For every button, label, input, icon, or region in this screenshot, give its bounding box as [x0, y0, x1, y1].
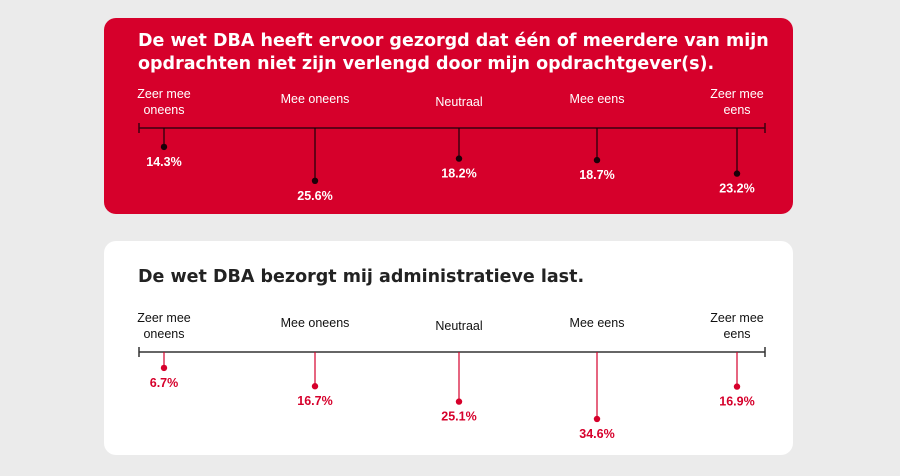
chart-title: De wet DBA heeft ervoor gezorgd dat één … [138, 31, 769, 74]
chart-card-admin: De wet DBA bezorgt mij administratieve l… [104, 241, 793, 455]
lollipop-dot-2 [455, 155, 463, 162]
category-label-4: Zeer mee eens [710, 87, 764, 117]
category-label-2: Neutraal [435, 95, 482, 109]
value-label-0: 6.7% [150, 376, 179, 390]
category-label-4: Zeer mee eens [710, 311, 764, 341]
lollipop-chart: Zeer mee oneens 14.3% Mee oneens 25.6% Neutra… [137, 87, 766, 203]
value-label-4: 23.2% [719, 182, 754, 196]
value-label-2: 25.1% [441, 410, 476, 424]
lollipop-dot-0 [160, 364, 168, 372]
lollipop-dot-4 [733, 170, 741, 177]
value-label-1: 16.7% [297, 394, 332, 408]
category-label-3: Mee eens [570, 92, 625, 106]
category-label-2: Neutraal [435, 319, 482, 333]
lollipop-dot-4 [733, 383, 741, 390]
value-label-0: 14.3% [146, 155, 181, 169]
lollipop-chart: Zeer mee oneens 6.7% Mee oneens 16.7% Neutraa… [137, 311, 766, 441]
lollipop-dot-3 [593, 156, 601, 164]
category-label-0: Zeer mee oneens [137, 311, 191, 341]
category-label-0: Zeer mee oneens [137, 87, 191, 117]
lollipop-dot-0 [160, 143, 168, 151]
chart-title: De wet DBA bezorgt mij administratieve l… [138, 267, 585, 287]
lollipop-dot-1 [311, 177, 319, 184]
value-label-3: 34.6% [579, 427, 614, 441]
chart-card-contracts: De wet DBA heeft ervoor gezorgd dat één … [104, 18, 793, 214]
category-label-3: Mee eens [570, 316, 625, 330]
category-label-1: Mee oneens [281, 92, 350, 106]
value-label-1: 25.6% [297, 189, 332, 203]
lollipop-dot-3 [593, 415, 601, 423]
lollipop-dot-1 [311, 383, 319, 390]
value-label-3: 18.7% [579, 168, 614, 182]
category-label-1: Mee oneens [281, 316, 350, 330]
value-label-2: 18.2% [441, 167, 476, 181]
lollipop-dot-2 [455, 398, 463, 405]
value-label-4: 16.9% [719, 395, 754, 409]
